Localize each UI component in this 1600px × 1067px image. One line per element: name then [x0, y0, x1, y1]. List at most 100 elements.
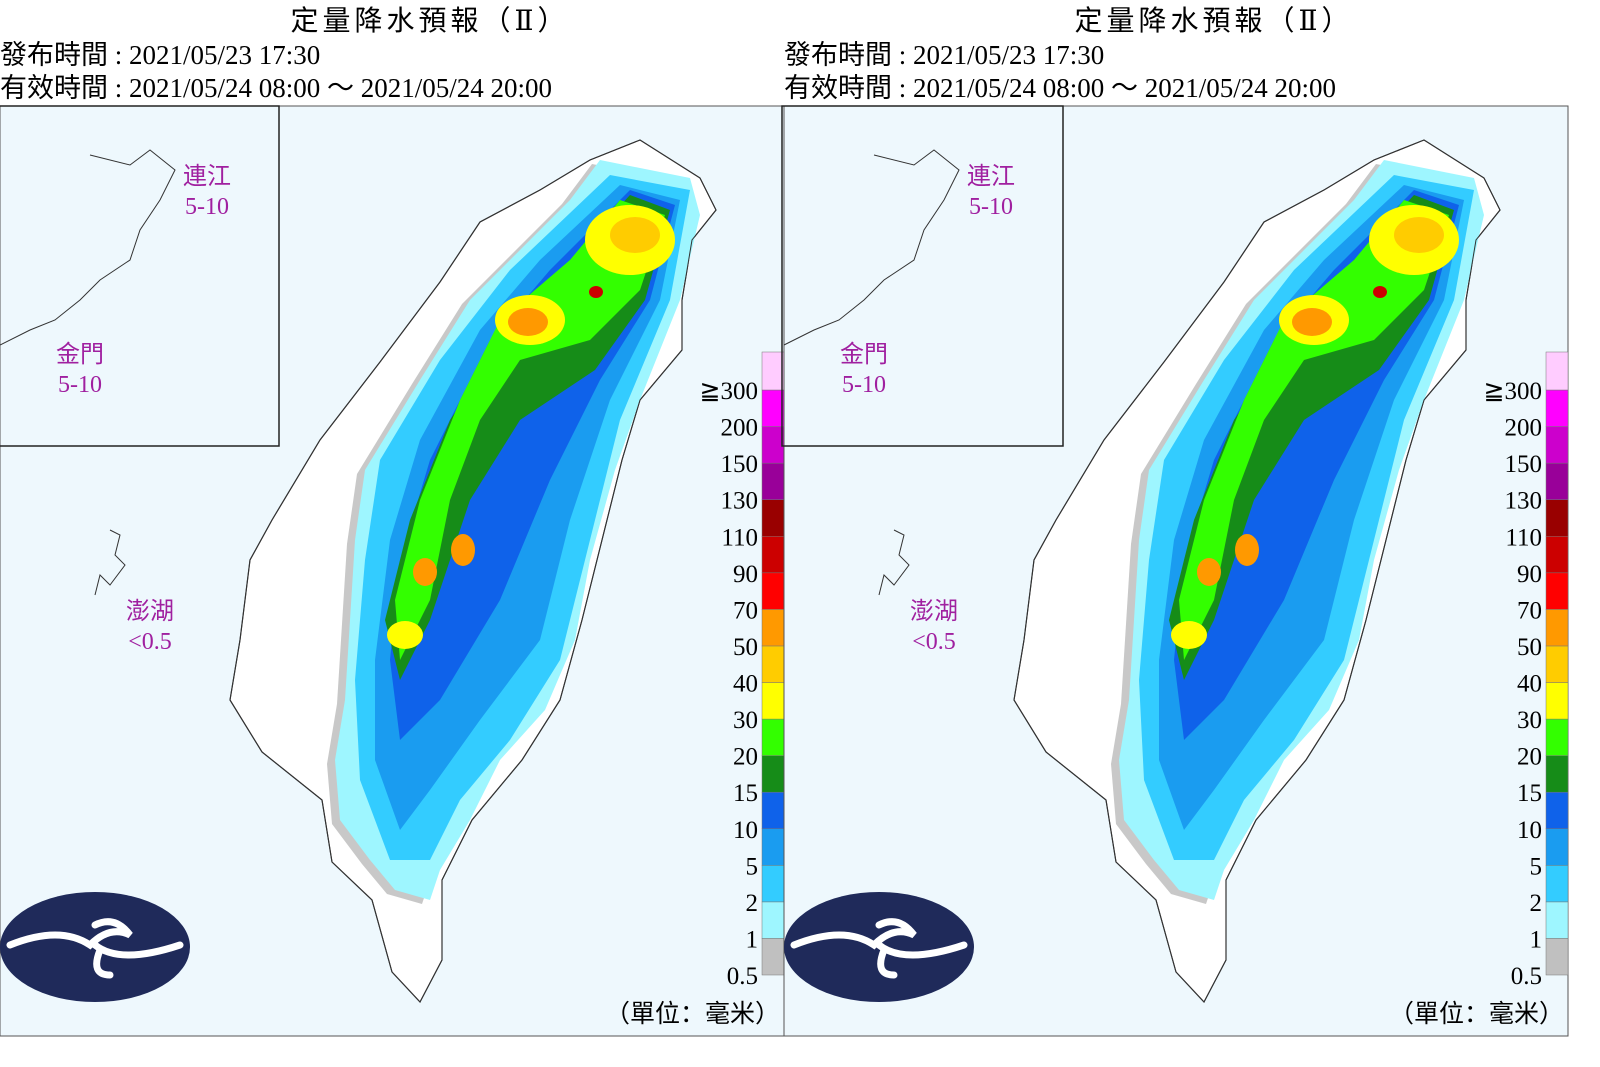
- legend-swatch: [761, 609, 785, 647]
- legend-swatch: [1545, 536, 1569, 574]
- legend-label: 30: [733, 707, 758, 734]
- legend-swatch: [761, 938, 785, 976]
- unit: （單位：毫米）: [605, 1000, 780, 1028]
- rain-orange: [413, 558, 437, 586]
- legend-label: 20: [1517, 744, 1542, 771]
- legend-label: 40: [1517, 671, 1542, 698]
- legend-label: 50: [733, 634, 758, 661]
- area-amount: 5-10: [58, 372, 102, 398]
- legend-label: ≧300: [1484, 378, 1542, 405]
- inset-coast: [783, 149, 960, 346]
- issued-time: 發布時間 : 2021/05/23 17:30: [784, 40, 1104, 70]
- unit: （單位：毫米）: [1389, 1000, 1564, 1028]
- rain-red: [1373, 286, 1387, 298]
- legend-label: 0.5: [727, 963, 758, 990]
- area-amount: <0.5: [912, 629, 956, 655]
- legend-label: ≧300: [700, 378, 758, 405]
- legend-label: 70: [733, 597, 758, 624]
- legend-label: 110: [721, 524, 758, 551]
- rain-orange: [1235, 534, 1259, 566]
- area-amount: 5-10: [185, 194, 229, 220]
- legend-swatch: [1545, 901, 1569, 939]
- legend-label: 90: [1517, 561, 1542, 588]
- legend-label: 2: [1530, 890, 1543, 917]
- rain-green: [395, 200, 665, 660]
- legend-swatch: [1545, 865, 1569, 903]
- rain-orange: [610, 217, 660, 253]
- legend-swatch: [1545, 755, 1569, 793]
- legend-swatch: [761, 351, 785, 391]
- legend-swatch: [761, 791, 785, 829]
- rain-yellow: [387, 621, 423, 649]
- legend-label: 50: [1517, 634, 1542, 661]
- legend-label: 150: [721, 451, 759, 478]
- legend-swatch: [761, 755, 785, 793]
- area-name: 金門: [840, 341, 888, 368]
- legend-label: 15: [733, 780, 758, 807]
- rain-red: [589, 286, 603, 298]
- legend-label: 5: [746, 853, 759, 880]
- rain-orange: [1197, 558, 1221, 586]
- legend-label: 10: [733, 817, 758, 844]
- legend-label: 20: [733, 744, 758, 771]
- legend-swatch: [761, 682, 785, 720]
- legend-swatch: [761, 426, 785, 464]
- legend-label: 150: [1505, 451, 1543, 478]
- legend-swatch: [761, 499, 785, 537]
- legend-swatch: [1545, 572, 1569, 610]
- legend-swatch: [761, 865, 785, 903]
- rain-orange: [451, 534, 475, 566]
- legend-swatch: [1545, 791, 1569, 829]
- legend-label: 200: [721, 415, 759, 442]
- county-lines: [1013, 139, 1501, 1003]
- legend-swatch: [1545, 718, 1569, 756]
- legend-swatch: [761, 536, 785, 574]
- legend-swatch: [1545, 682, 1569, 720]
- penghu: [94, 529, 126, 596]
- title: 定量降水預報（Ⅱ）: [1074, 5, 1353, 37]
- legend-label: 70: [1517, 597, 1542, 624]
- legend-label: 1: [1530, 926, 1543, 953]
- area-name: 連江: [967, 163, 1015, 190]
- area-amount: 5-10: [842, 372, 886, 398]
- rain-orange: [1292, 308, 1332, 336]
- rain-green: [1179, 200, 1449, 660]
- legend-swatch: [761, 462, 785, 500]
- logo-swirl: [790, 918, 968, 979]
- area-name: 澎湖: [910, 598, 958, 625]
- legend-swatch: [761, 828, 785, 866]
- legend-label: 5: [1530, 853, 1543, 880]
- area-amount: 5-10: [969, 194, 1013, 220]
- legend-label: 15: [1517, 780, 1542, 807]
- legend-swatch: [1545, 938, 1569, 976]
- legend-label: 200: [1505, 415, 1543, 442]
- legend-label: 30: [1517, 707, 1542, 734]
- rain-yellow: [1171, 621, 1207, 649]
- valid-time: 有效時間 : 2021/05/24 08:00 ～ 2021/05/24 20:…: [784, 73, 1336, 103]
- county-lines: [229, 139, 717, 1003]
- legend-swatch: [1545, 426, 1569, 464]
- rain-orange: [508, 308, 548, 336]
- legend-label: 110: [1505, 524, 1542, 551]
- legend-swatch: [761, 645, 785, 683]
- legend-label: 130: [721, 488, 759, 515]
- legend-label: 130: [1505, 488, 1543, 515]
- legend-swatch: [1545, 645, 1569, 683]
- valid-time: 有效時間 : 2021/05/24 08:00 ～ 2021/05/24 20:…: [0, 73, 552, 103]
- legend-label: 10: [1517, 817, 1542, 844]
- legend-swatch: [761, 572, 785, 610]
- legend-swatch: [1545, 609, 1569, 647]
- rain-orange: [1394, 217, 1444, 253]
- legend-swatch: [1545, 828, 1569, 866]
- legend-label: 0.5: [1511, 963, 1542, 990]
- legend-label: 40: [733, 671, 758, 698]
- inset-box: [0, 105, 280, 447]
- title: 定量降水預報（Ⅱ）: [290, 5, 569, 37]
- area-name: 金門: [56, 341, 104, 368]
- legend-swatch: [761, 718, 785, 756]
- legend-swatch: [1545, 389, 1569, 427]
